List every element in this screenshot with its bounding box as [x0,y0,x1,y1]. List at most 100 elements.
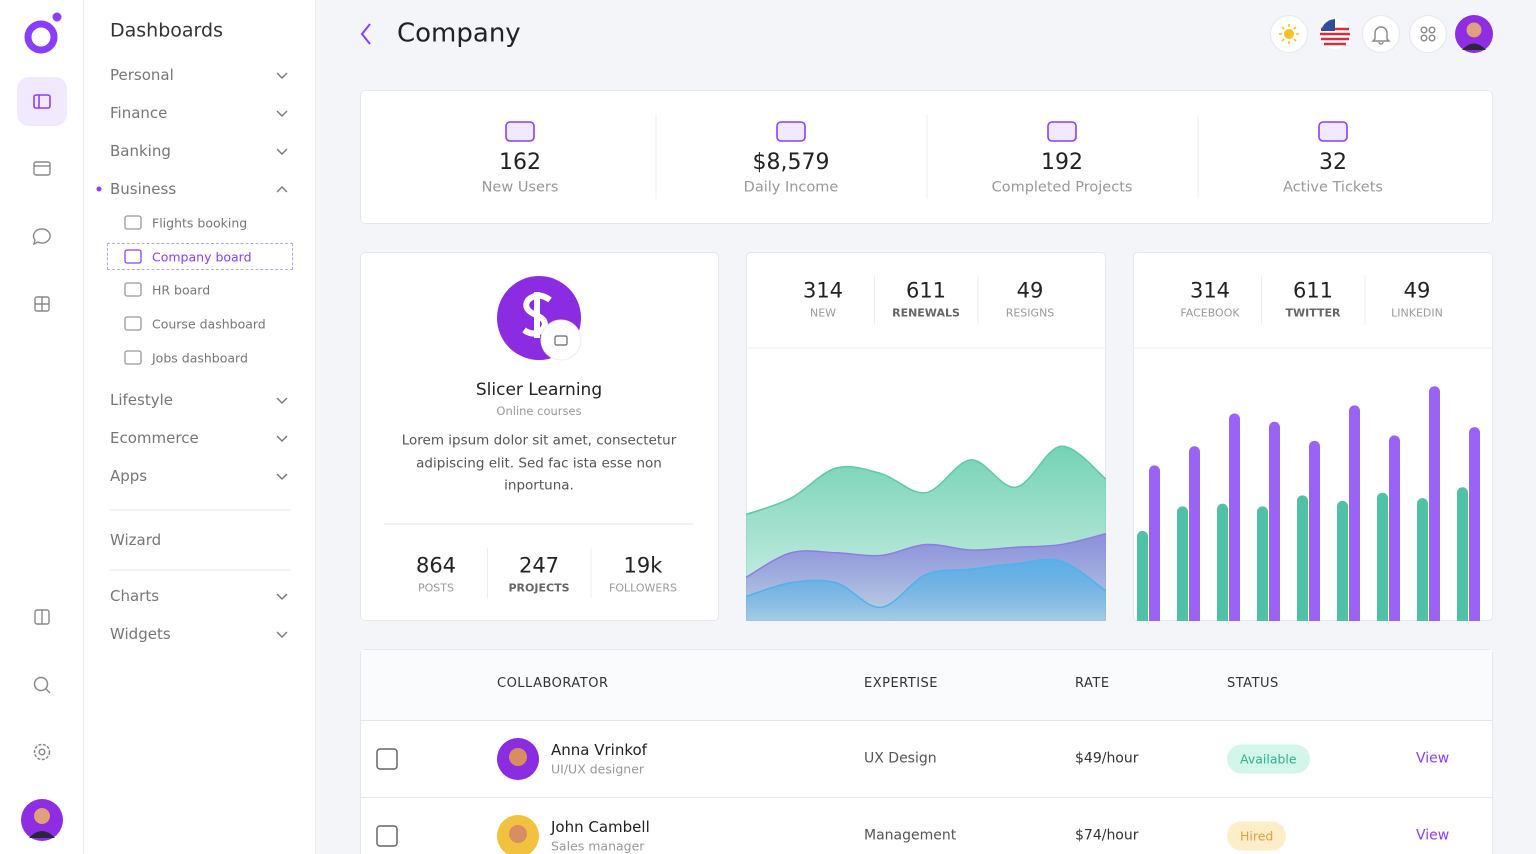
summary-label: TWITTER [1285,306,1341,320]
menu-item[interactable]: Ecommerce [110,429,199,447]
summary-value: 19k [623,553,663,578]
table-header [361,650,1492,720]
area-line [746,445,1106,516]
avatar-face [509,748,527,766]
company-logo-mark [522,292,552,338]
settings-icon[interactable] [33,743,51,761]
flag-canton [1321,19,1335,31]
menu-item[interactable]: Widgets [110,625,171,643]
submenu-icon [124,316,142,331]
profile-description: Lorem ipsum dolor sit amet, consectetur … [401,432,677,494]
summary-value: 247 [518,553,560,578]
stat-icon [1318,121,1348,142]
submenu-item[interactable]: Company board [152,249,252,265]
rate: $74/hour [1075,827,1139,844]
bar [1149,465,1160,621]
back-button[interactable] [360,23,371,45]
summary-value: 314 [802,278,844,303]
stat-label: Daily Income [743,179,839,196]
submenu-icon [124,215,142,230]
area-line [746,558,1106,609]
bar [1457,487,1468,621]
bar [1337,500,1348,621]
chevron [276,435,288,442]
collaborator-role: Sales manager [551,838,645,854]
submenu-item[interactable]: Course dashboard [152,316,266,332]
stat-icon [1047,121,1077,142]
collaborator-name: John Cambell [551,818,650,836]
bar [1469,427,1480,621]
summary-label: RESIGNS [1005,306,1055,320]
active-nav[interactable] [17,77,67,126]
page-title: Company [397,18,521,49]
chevron [276,473,288,480]
profile-avatar-body [1462,43,1486,50]
view-link[interactable]: View [1416,750,1450,767]
summary-value: 611 [905,278,947,303]
chat-icon[interactable] [32,228,51,246]
menu-item[interactable]: Wizard [110,531,162,549]
area-line [746,532,1106,578]
summary-label: POSTS [418,581,454,595]
chevron [276,186,288,193]
area-fill [746,559,1106,621]
header-icons [360,15,1493,53]
summary-label: RENEWALS [892,306,960,320]
view-link[interactable]: View [1416,827,1450,844]
profile-subtitle: Online courses [496,404,582,419]
stat-value: 162 [499,149,541,175]
submenu-item[interactable]: HR board [152,282,211,298]
bar [1177,506,1188,621]
submenu-item[interactable]: Flights booking [152,215,248,231]
search-icon[interactable] [33,676,49,692]
bar [1269,421,1280,621]
summary-label: FACEBOOK [1180,306,1240,320]
submenu-icon [124,282,142,297]
chart-plot [1137,386,1480,621]
apps-icon [1420,26,1436,42]
layout-icon[interactable] [33,161,51,176]
menu-item[interactable]: Banking [110,142,171,160]
stat-icon [505,121,535,142]
summary-value: 314 [1189,278,1231,303]
column-header: STATUS [1227,676,1279,692]
bar [1217,503,1228,621]
chevron [276,397,288,404]
menu-item[interactable]: Apps [110,467,148,485]
bar [1257,506,1268,621]
expertise: Management [864,827,957,844]
summary-label: LINKEDIN [1391,306,1443,320]
bar [1417,498,1428,621]
sun-icon [1284,29,1294,39]
checkbox[interactable] [376,748,398,770]
stat-label: Completed Projects [991,179,1133,196]
bar [1429,386,1440,621]
submenu-item[interactable]: Jobs dashboard [152,350,248,366]
menu-item[interactable]: Lifestyle [110,391,174,409]
bell-icon [1371,26,1391,45]
menu-item[interactable]: Finance [110,104,168,122]
active-item-box [107,243,293,270]
summary-value: 49 [1403,278,1431,303]
stat-icon [776,121,806,142]
menu-item[interactable]: Business [110,180,177,198]
checkbox[interactable] [376,825,398,847]
search-icon [45,688,51,694]
summary-value: 611 [1292,278,1334,303]
bar [1309,440,1320,621]
apps-menu[interactable] [1409,15,1447,53]
chevron [276,593,288,600]
avatar-face [509,825,527,843]
summary-value: 49 [1016,278,1044,303]
expertise: UX Design [864,750,937,767]
bar [1137,530,1148,621]
rate: $49/hour [1075,750,1139,767]
summary-label: FOLLOWERS [609,581,677,595]
notifications[interactable] [1362,15,1400,53]
sidebar [84,0,316,854]
sidebar-title: Dashboards [110,19,223,42]
menu-item[interactable]: Charts [110,587,160,605]
menu-item[interactable]: Personal [110,66,174,84]
bar [1389,435,1400,621]
